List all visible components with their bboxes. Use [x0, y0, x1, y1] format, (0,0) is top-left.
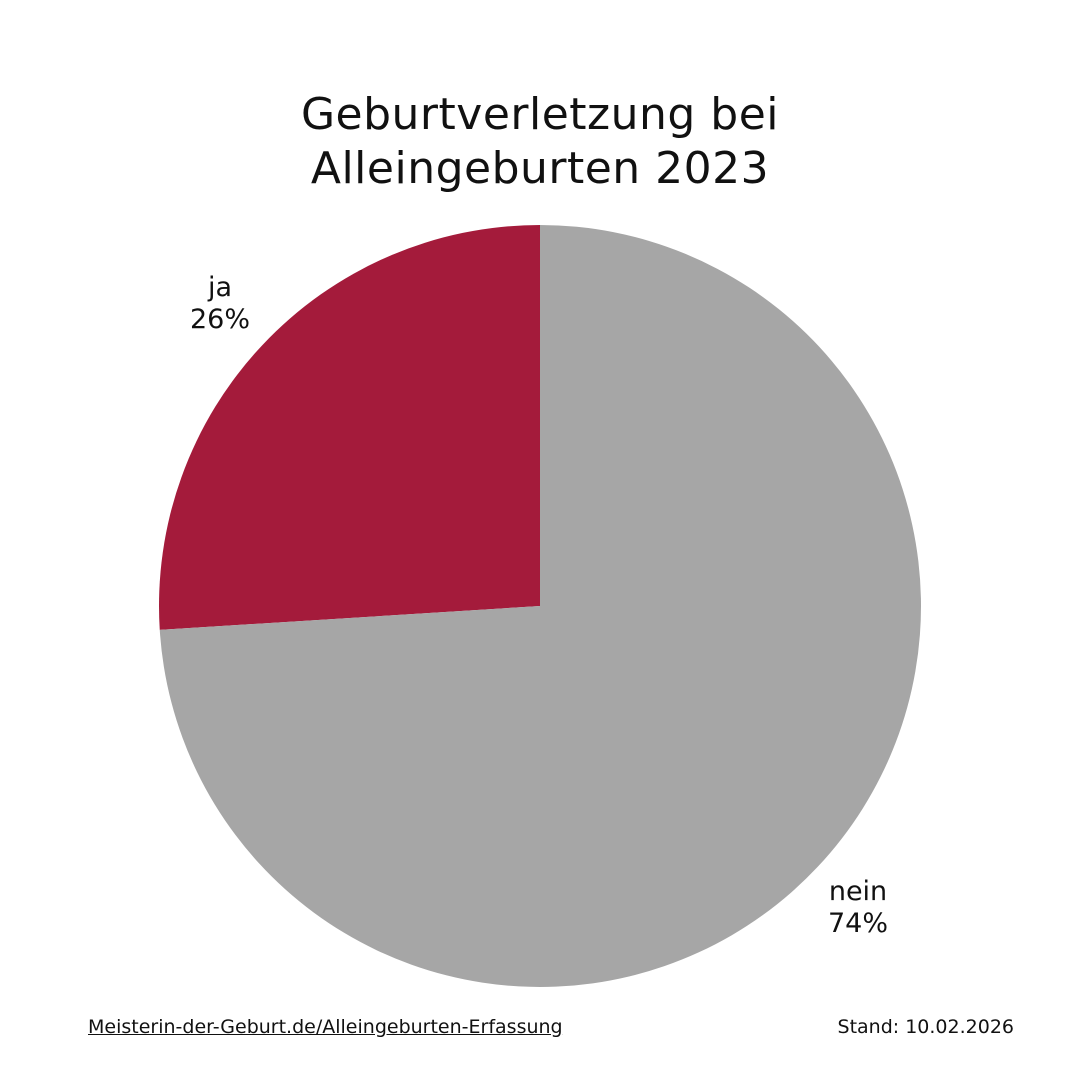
slice-label-ja-name: ja: [207, 272, 233, 303]
chart-title: Geburtverletzung bei Alleingeburten 2023: [0, 88, 1080, 196]
pie-slice-ja: [158, 225, 540, 630]
slice-label-nein-percent: 74%: [827, 908, 888, 939]
source-link[interactable]: Meisterin-der-Geburt.de/Alleingeburten-E…: [88, 1016, 563, 1038]
chart-title-line-1: Geburtverletzung bei: [300, 89, 780, 140]
slice-label-ja: ja 26%: [170, 272, 270, 336]
chart-title-line-2: Alleingeburten 2023: [310, 143, 770, 194]
slice-label-nein: nein 74%: [808, 876, 908, 940]
slice-label-ja-percent: 26%: [189, 304, 250, 335]
slice-label-nein-name: nein: [828, 876, 888, 907]
date-stamp: Stand: 10.02.2026: [837, 1016, 1014, 1038]
pie-slice-nein: [159, 225, 921, 987]
